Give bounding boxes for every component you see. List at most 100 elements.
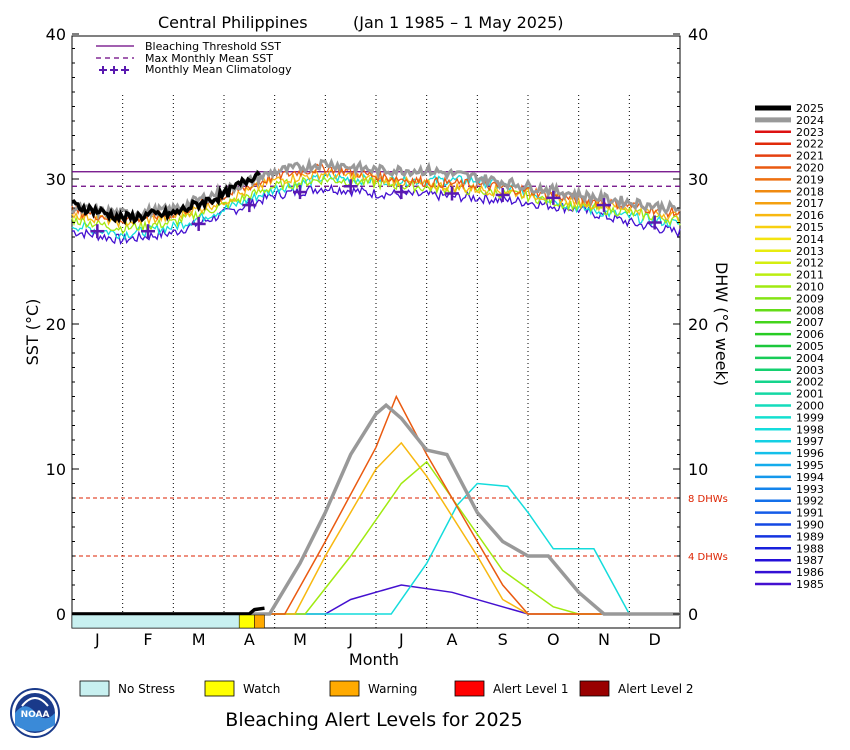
y-tick-label-left: 40 [46,25,66,44]
chart-date-range: (Jan 1 1985 – 1 May 2025) [353,13,564,32]
alert-legend-label: Alert Level 2 [618,682,694,696]
year-legend-label: 2001 [796,388,824,401]
y-tick-label-right: 40 [688,25,708,44]
month-label: M [192,630,206,649]
year-legend-label: 2006 [796,328,824,341]
legend-climatology-swatch [99,66,129,74]
sst-line-2025 [71,169,261,226]
year-legend-label: 2021 [796,150,824,163]
y-tick-label-right: 10 [688,460,708,479]
sst-line-2024 [70,156,682,223]
climatology-marker [293,185,307,200]
alert-legend-swatch [579,680,610,697]
year-legend-label: 2005 [796,340,824,353]
year-legend-label: 2000 [796,400,824,413]
plot-legend: Bleaching Threshold SST Max Monthly Mean… [96,40,292,76]
alert-legend-swatch [329,680,360,697]
year-legend-label: 1995 [796,459,824,472]
year-legend-label: 2018 [796,185,824,198]
y-axis-label-left: SST (°C) [23,299,42,366]
climatology-marker [394,185,409,200]
dhw-line-2024 [72,402,680,616]
y-tick-label-left: 20 [46,315,66,334]
year-legend-label: 2019 [796,173,824,186]
alert-legend-label: Warning [368,682,417,696]
year-legend-label: 2020 [796,162,824,175]
y-tick-label-left: 30 [46,170,66,189]
year-legend-label: 1985 [796,578,824,591]
climatology-marker [597,198,611,213]
climatology-marker [141,224,155,239]
month-label: D [649,630,661,649]
alert-level-legend: No Stress Watch Warning Alert Level 1 Alert … [79,680,694,697]
year-legend-label: 2010 [796,281,824,294]
month-label: A [447,630,458,649]
dhw-line-2010 [72,460,680,615]
year-legend-label: 2022 [796,138,824,151]
dhw-reference-labels: 8 DHWs 4 DHWs [688,494,728,563]
noaa-logo-icon: NOAA [10,688,60,738]
year-legend-label: 2016 [796,209,824,222]
year-legend: 2025202420232022202120202019201820172016… [755,102,824,591]
y-tick-label-left: 10 [46,460,66,479]
year-legend-label: 2014 [796,233,824,246]
legend-threshold-label: Bleaching Threshold SST [145,40,281,53]
year-legend-label: 1990 [796,519,824,532]
year-legend-label: 2015 [796,221,824,234]
year-legend-label: 2012 [796,257,824,270]
alert-bar-segment [238,614,255,629]
year-legend-label: 2011 [796,269,824,282]
climatology-markers [90,179,662,239]
year-legend-label: 1994 [796,471,824,484]
year-legend-label: 1987 [796,554,824,567]
year-legend-label: 2003 [796,364,824,377]
alert-legend-swatch [204,680,235,697]
y-tick-label-right: 0 [688,605,698,624]
year-legend-label: 2009 [796,292,824,305]
dhw-series [72,394,680,616]
y-axis-label-right: DHW (°C week) [712,262,731,386]
x-axis-label: Month [349,650,399,669]
y-tick-label-right: 30 [688,170,708,189]
sst-line-1985 [71,183,681,245]
climatology-marker [495,187,510,202]
month-label: M [293,630,307,649]
legend-climatology-label: Monthly Mean Climatology [145,63,292,76]
year-legend-label: 1993 [796,483,824,496]
dhw-line-2016 [72,441,680,615]
month-label: J [398,630,404,649]
alert-legend-label: Watch [243,682,280,696]
year-legend-label: 2017 [796,197,824,210]
year-legend-label: 1996 [796,447,824,460]
month-label: O [547,630,560,649]
year-legend-label: 1991 [796,507,824,520]
dhw-reference-label: 8 DHWs [688,494,728,505]
noaa-logo-text: NOAA [21,710,50,720]
alert-legend-label: Alert Level 1 [493,682,569,696]
climatology-marker [546,190,561,205]
year-legend-label: 1989 [796,530,824,543]
year-legend-label: 2007 [796,316,824,329]
month-label: J [94,630,100,649]
month-label: J [347,630,353,649]
axis-ticks: 0 0 10 10 20 20 30 30 40 40 [46,25,709,624]
alert-bar-segment [71,614,240,629]
climatology-marker [343,179,358,194]
chart-title: Central Philippines [158,13,308,32]
alert-legend-label: No Stress [118,682,175,696]
climatology-marker [445,186,459,201]
climatology-marker [647,215,662,230]
climatology-marker [191,216,206,231]
year-legend-label: 1992 [796,495,824,508]
year-legend-label: 1986 [796,566,824,579]
dhw-line-2025 [72,606,265,616]
alert-legend-swatch [79,680,110,697]
year-legend-label: 1988 [796,542,824,555]
year-legend-label: 1997 [796,435,824,448]
alert-bar-segment [254,614,265,629]
month-label: S [498,630,508,649]
footer-title: Bleaching Alert Levels for 2025 [225,709,522,731]
dhw-line-1985 [72,584,680,615]
